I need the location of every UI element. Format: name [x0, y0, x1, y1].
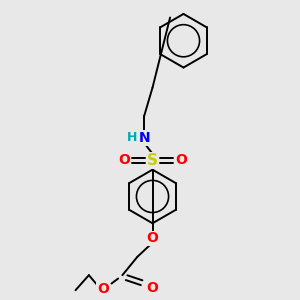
Text: O: O [147, 231, 158, 245]
Text: O: O [147, 281, 158, 295]
Text: O: O [175, 154, 187, 167]
Text: O: O [118, 154, 130, 167]
Text: N: N [138, 131, 150, 145]
Text: S: S [147, 153, 158, 168]
Text: O: O [97, 282, 109, 296]
Text: H: H [127, 131, 138, 144]
